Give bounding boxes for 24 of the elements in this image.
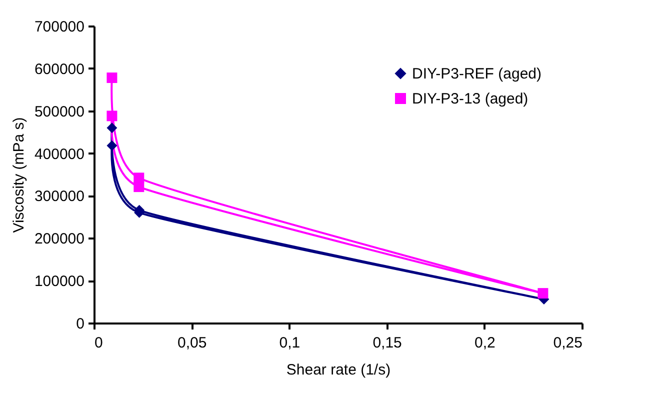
x-tick-label: 0,15 <box>372 334 402 352</box>
x-axis-title: Shear rate (1/s) <box>286 362 391 378</box>
x-tick-label: 0,05 <box>178 334 207 352</box>
y-tick-label: 300000 <box>34 188 84 206</box>
point <box>106 140 118 151</box>
point <box>538 288 548 299</box>
y-tick-label: 500000 <box>34 103 84 120</box>
y-tick-label: 400000 <box>34 146 84 163</box>
point <box>106 122 118 134</box>
y-tick-label: 700000 <box>34 18 84 36</box>
legend-label: DIY-P3-13 (aged) <box>412 90 528 108</box>
x-tick-label: 0,25 <box>553 334 582 352</box>
y-tick-label: 100000 <box>34 273 84 290</box>
legend-label: DIY-P3-REF (aged) <box>412 66 542 82</box>
y-axis-title: Viscosity (mPa s) <box>10 117 28 233</box>
x-tick-label: 0,2 <box>474 334 496 352</box>
x-tick-label: 0,1 <box>279 334 300 352</box>
point <box>106 72 118 84</box>
y-tick-label: 0 <box>76 316 84 332</box>
y-tick-label: 200000 <box>34 230 84 248</box>
point <box>134 182 144 192</box>
x-tick-label: 0 <box>94 334 103 352</box>
point <box>106 110 118 122</box>
y-tick-label: 600000 <box>34 60 84 78</box>
